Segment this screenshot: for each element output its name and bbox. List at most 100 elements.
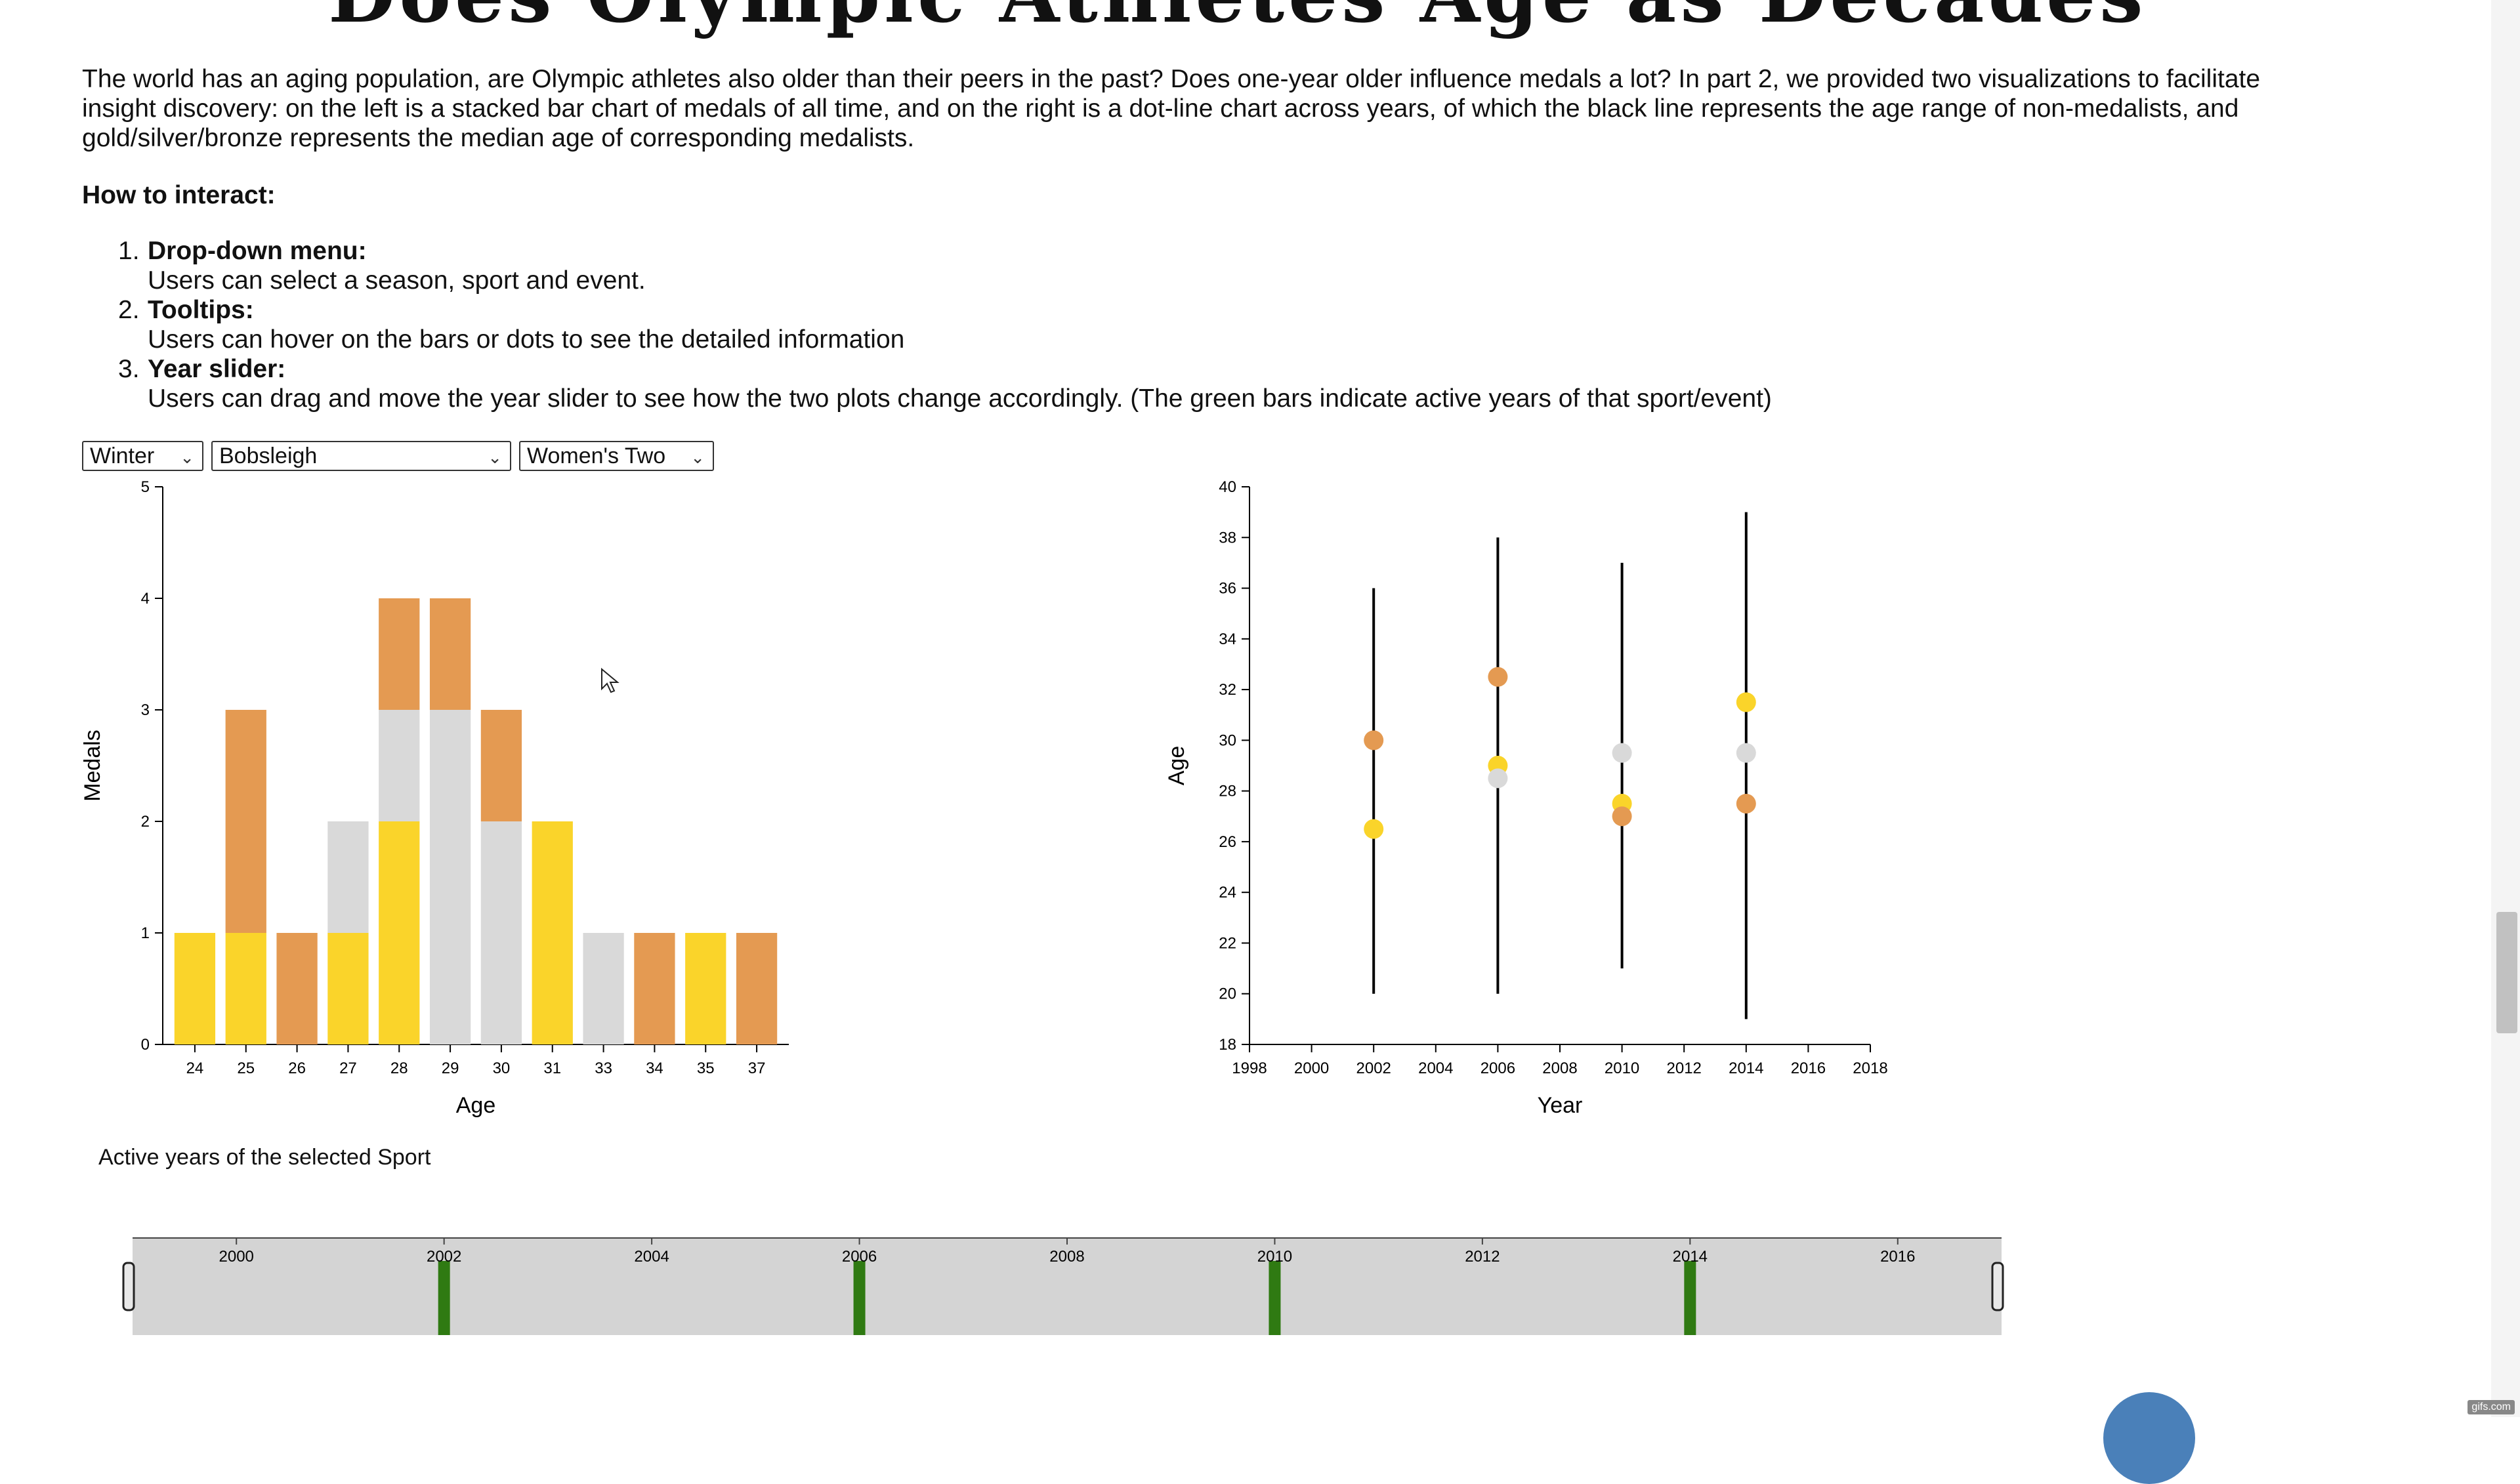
median-dot-silver[interactable] <box>1736 743 1756 763</box>
x-tick-label: 33 <box>595 1060 612 1077</box>
y-tick-label: 18 <box>1219 1036 1236 1054</box>
median-dot-bronze[interactable] <box>1612 806 1632 827</box>
slider-tick-label: 2004 <box>634 1248 669 1266</box>
bar-segment-bronze[interactable] <box>736 933 778 1044</box>
step-description: Users can select a season, sport and eve… <box>148 266 646 295</box>
event-select[interactable]: Women's Two ⌄ <box>519 441 714 471</box>
y-tick-label: 3 <box>141 701 150 719</box>
intro-paragraph: The world has an aging population, are O… <box>82 65 2261 152</box>
x-tick-label: 2018 <box>1853 1060 1887 1077</box>
bar-segment-bronze[interactable] <box>634 933 675 1044</box>
slider-tick-label: 2000 <box>219 1248 254 1266</box>
active-year-bar <box>1684 1261 1696 1335</box>
x-tick-label: 34 <box>646 1060 663 1077</box>
bar-segment-silver[interactable] <box>583 933 624 1044</box>
bar-segment-gold[interactable] <box>532 821 573 1044</box>
bar-segment-gold[interactable] <box>174 933 216 1044</box>
bar-segment-silver[interactable] <box>327 821 369 933</box>
scrollbar-thumb[interactable] <box>2496 912 2517 1033</box>
y-tick-label: 5 <box>141 478 150 496</box>
age-by-year-chart: 18 20 22 24 26 28 30 32 34 36 38 40 1998 2000 2002 2004… <box>1164 478 1888 1118</box>
step-item: 2. Tooltips: Users can hover on the bars… <box>82 295 1772 354</box>
median-dot-bronze[interactable] <box>1736 793 1756 814</box>
bar-segment-silver[interactable] <box>480 821 522 1044</box>
x-tick-label: 25 <box>237 1060 255 1077</box>
step-number: 2. <box>118 296 140 324</box>
slider-right-handle[interactable] <box>1991 1262 2004 1311</box>
y-tick-label: 0 <box>141 1036 150 1054</box>
y-tick-label: 24 <box>1219 884 1236 901</box>
chevron-down-icon: ⌄ <box>180 447 194 467</box>
y-tick-label: 20 <box>1219 985 1236 1003</box>
active-year-bar <box>853 1261 866 1335</box>
y-tick-label: 22 <box>1219 934 1236 952</box>
bar-segment-bronze[interactable] <box>429 598 471 710</box>
bar-segment-gold[interactable] <box>225 933 266 1044</box>
x-tick-label: 2004 <box>1418 1060 1453 1077</box>
y-tick-label: 2 <box>141 813 150 831</box>
slider-tick-label: 2016 <box>1880 1248 1915 1266</box>
y-tick-label: 30 <box>1219 732 1236 749</box>
y-tick-label: 1 <box>141 924 150 942</box>
step-number: 1. <box>118 237 140 265</box>
x-tick-label: 1998 <box>1232 1060 1267 1077</box>
active-year-bar <box>1269 1261 1281 1335</box>
median-dot-silver[interactable] <box>1612 743 1632 763</box>
median-dot-gold[interactable] <box>1364 819 1384 839</box>
step-title: Year slider: <box>148 355 286 383</box>
year-slider[interactable]: 2000 2002 2004 2006 2008 2010 2012 2014 2016 <box>112 1227 2028 1345</box>
slider-tick-label: 2012 <box>1465 1248 1500 1266</box>
bar-segment-gold[interactable] <box>379 821 420 1044</box>
sport-select[interactable]: Bobsleigh ⌄ <box>211 441 511 471</box>
x-tick-label: 2000 <box>1294 1060 1329 1077</box>
y-axis-title: Medals <box>80 730 105 802</box>
page-title: Does Olympic Athletes Age as Decades <box>328 0 2147 40</box>
bar-segment-bronze[interactable] <box>225 710 266 933</box>
y-tick-label: 36 <box>1219 580 1236 598</box>
y-tick-label: 28 <box>1219 783 1236 800</box>
season-select-value: Winter <box>90 443 155 468</box>
x-tick-label: 27 <box>339 1060 357 1077</box>
bar-segment-gold[interactable] <box>685 933 726 1044</box>
bar-segment-gold[interactable] <box>327 933 369 1044</box>
x-tick-label: 35 <box>697 1060 715 1077</box>
bar-segment-silver[interactable] <box>429 710 471 1044</box>
x-axis-title: Year <box>1538 1093 1583 1118</box>
next-section-button[interactable] <box>2103 1392 2195 1484</box>
x-tick-label: 2006 <box>1480 1060 1515 1077</box>
slider-left-handle[interactable] <box>122 1262 135 1311</box>
active-year-bar <box>438 1261 450 1335</box>
chevron-down-icon: ⌄ <box>488 447 502 467</box>
y-tick-label: 38 <box>1219 529 1236 546</box>
howto-heading: How to interact: <box>82 181 276 209</box>
y-tick-label: 40 <box>1219 478 1236 496</box>
slider-tick-label: 2006 <box>842 1248 877 1266</box>
x-tick-label: 2010 <box>1605 1060 1639 1077</box>
bar-segment-bronze[interactable] <box>276 933 318 1044</box>
x-tick-label: 37 <box>748 1060 766 1077</box>
x-tick-label: 2014 <box>1729 1060 1763 1077</box>
median-dot-bronze[interactable] <box>1364 730 1384 751</box>
x-tick-label: 2008 <box>1542 1060 1577 1077</box>
slider-tick-label: 2008 <box>1049 1248 1084 1266</box>
median-dot-bronze[interactable] <box>1488 667 1508 687</box>
x-tick-label: 2012 <box>1667 1060 1702 1077</box>
step-number: 3. <box>118 355 140 383</box>
median-dot-silver[interactable] <box>1488 768 1508 789</box>
step-item: 3. Year slider: Users can drag and move … <box>82 354 1772 413</box>
page-scrollbar[interactable] <box>2491 0 2520 1417</box>
y-tick-label: 32 <box>1219 681 1236 699</box>
step-description: Users can drag and move the year slider … <box>148 384 1772 413</box>
season-select[interactable]: Winter ⌄ <box>82 441 203 471</box>
bar-segment-silver[interactable] <box>379 710 420 821</box>
bar-segment-bronze[interactable] <box>379 598 420 710</box>
y-tick-label: 34 <box>1219 630 1236 648</box>
y-axis-title: Age <box>1164 746 1189 786</box>
x-axis-title: Age <box>456 1093 496 1118</box>
x-tick-label: 2016 <box>1791 1060 1826 1077</box>
x-tick-label: 26 <box>288 1060 306 1077</box>
median-dot-gold[interactable] <box>1736 692 1756 712</box>
step-title: Tooltips: <box>148 296 254 324</box>
bar-segment-bronze[interactable] <box>480 710 522 821</box>
